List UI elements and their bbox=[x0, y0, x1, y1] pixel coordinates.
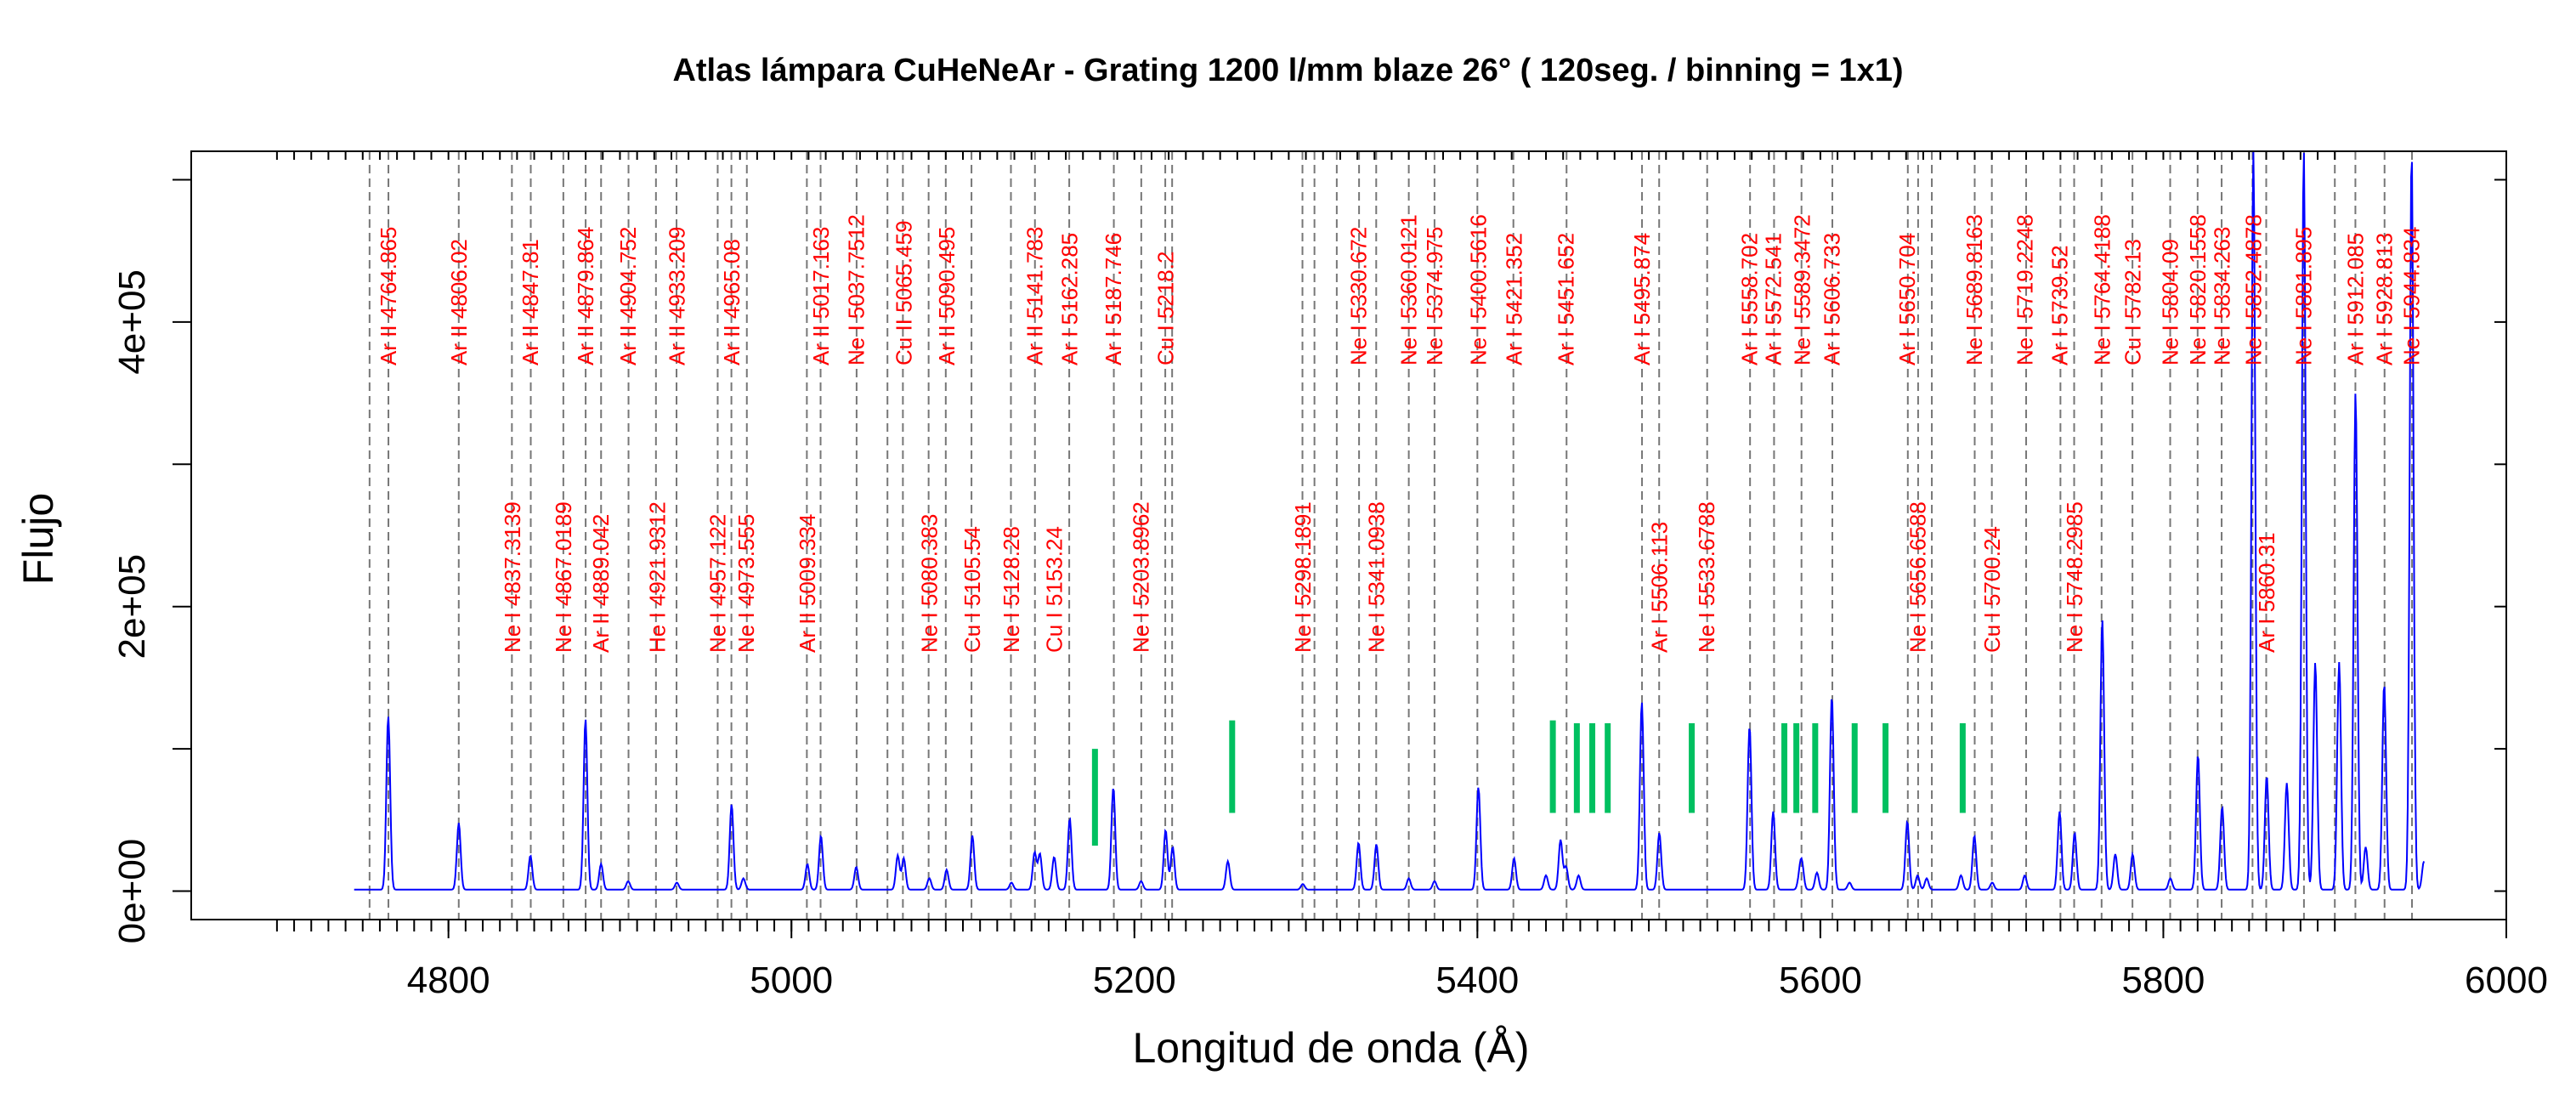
line-label-top: Ne I 5944.834 bbox=[2399, 227, 2425, 365]
line-label-bottom: Ar II 5009.334 bbox=[795, 514, 820, 653]
line-label-bottom: Ne I 4957.122 bbox=[705, 514, 731, 653]
line-label-top: Ar I 5912.085 bbox=[2343, 233, 2369, 365]
x-tick-label: 5600 bbox=[1779, 960, 1862, 1001]
line-label-bottom: Ne I 5656.6588 bbox=[1905, 501, 1930, 653]
x-tick-label: 5200 bbox=[1093, 960, 1176, 1001]
line-label-top: Ar I 5928.813 bbox=[2371, 233, 2397, 365]
y-tick-label: 0e+00 bbox=[111, 839, 153, 944]
line-label-top: Ne I 5852.4878 bbox=[2240, 214, 2266, 365]
line-label-top: Ne I 5881.895 bbox=[2291, 227, 2317, 365]
line-label-top: Ar II 4847.81 bbox=[518, 239, 543, 365]
line-label-bottom: Ne I 5341.0938 bbox=[1363, 501, 1389, 653]
line-label-top: Ne I 5360.0121 bbox=[1396, 214, 1422, 365]
line-label-top: Cu I 5218.2 bbox=[1153, 252, 1179, 365]
line-label-bottom: Cu I 5105.54 bbox=[960, 526, 985, 653]
line-label-top: Ar II 4904.752 bbox=[615, 227, 641, 365]
line-label-top: Ar II 4933.209 bbox=[664, 227, 689, 365]
spectrum-series bbox=[354, 150, 2426, 891]
line-label-bottom: Ne I 4837.3139 bbox=[500, 501, 525, 653]
line-label-bottom: Ne I 4973.555 bbox=[733, 514, 759, 653]
line-label-bottom: Ne I 5533.6788 bbox=[1694, 501, 1719, 653]
line-label-top: Ne I 5804.09 bbox=[2158, 239, 2183, 365]
line-label-bottom: Ne I 5203.8962 bbox=[1129, 501, 1154, 653]
line-label-top: Ne I 5400.5616 bbox=[1466, 214, 1492, 365]
line-labels: Ar II 4764.865 Ar II 4806.02 Ar II 4847.81… bbox=[376, 214, 2425, 653]
line-label-top: Ne I 5330.672 bbox=[1346, 227, 1372, 365]
line-label-bottom: Ar I 5860.31 bbox=[2254, 532, 2279, 653]
x-axis-title: Longitud de onda (Å) bbox=[1132, 1024, 1529, 1072]
line-label-bottom: Ne I 5748.2985 bbox=[2062, 501, 2087, 653]
line-label-top: Ar I 5187.746 bbox=[1101, 233, 1126, 365]
x-tick-label: 5000 bbox=[750, 960, 833, 1001]
line-label-top: Ar I 5650.704 bbox=[1894, 233, 1920, 365]
reference-lines bbox=[368, 151, 2414, 920]
line-label-top: Ar I 5162.285 bbox=[1057, 233, 1083, 365]
line-label-top: Ne I 5820.1558 bbox=[2185, 214, 2211, 365]
line-label-top: Ne I 5719.2248 bbox=[2012, 214, 2037, 365]
line-label-top: Ne I 5764.4188 bbox=[2090, 214, 2115, 365]
x-tick-label: 5400 bbox=[1435, 960, 1519, 1001]
line-label-top: Ar II 4806.02 bbox=[446, 239, 472, 365]
line-label-top: Ar II 5017.163 bbox=[808, 227, 834, 365]
line-label-top: Ar I 5558.702 bbox=[1737, 233, 1763, 365]
line-label-top: Ar I 5451.652 bbox=[1554, 233, 1579, 365]
line-label-bottom: Ne I 5128.28 bbox=[999, 526, 1024, 653]
x-tick-label: 4800 bbox=[407, 960, 490, 1001]
line-label-top: Ar I 5421.352 bbox=[1502, 233, 1527, 365]
line-label-top: Ar II 4965.08 bbox=[719, 239, 744, 365]
line-label-bottom: Ar I 5506.113 bbox=[1646, 522, 1672, 653]
line-label-bottom: Ne I 4867.0189 bbox=[551, 501, 576, 653]
line-label-top: Ne I 5589.3472 bbox=[1789, 214, 1815, 365]
line-label-top: Ar I 5606.733 bbox=[1819, 233, 1844, 365]
line-label-bottom: Ar II 4889.042 bbox=[588, 514, 614, 653]
line-label-top: Cu II 5065.459 bbox=[891, 220, 916, 365]
line-label-top: Ar II 5141.783 bbox=[1022, 227, 1047, 365]
line-label-top: Ar I 5739.52 bbox=[2047, 245, 2072, 365]
y-axis: 0e+00 2e+05 4e+05 bbox=[111, 178, 2506, 944]
x-tick-label: 5800 bbox=[2121, 960, 2205, 1001]
line-label-top: Ar II 4764.865 bbox=[376, 227, 401, 365]
line-label-bottom: Cu I 5153.24 bbox=[1041, 526, 1067, 653]
line-label-top: Ar II 4879.864 bbox=[573, 227, 598, 365]
y-axis-title: Flujo bbox=[14, 493, 62, 585]
line-label-bottom: Ne I 5080.383 bbox=[916, 514, 942, 653]
line-label-top: Ne I 5689.8163 bbox=[1962, 214, 1987, 365]
y-tick-label: 2e+05 bbox=[111, 554, 153, 660]
line-label-top: Ar I 5495.874 bbox=[1629, 233, 1655, 365]
y-tick-label: 4e+05 bbox=[111, 269, 153, 375]
line-label-top: Ne I 5037.7512 bbox=[843, 214, 869, 365]
line-label-bottom: He I 4921.9312 bbox=[645, 501, 671, 653]
line-label-top: Ne I 5374.975 bbox=[1422, 227, 1447, 365]
x-axis: 4800 5000 5200 5400 5600 5800 6000 bbox=[275, 151, 2548, 1001]
line-label-top: Ar II 5090.495 bbox=[934, 227, 960, 365]
line-label-bottom: Ne I 5298.1891 bbox=[1290, 501, 1316, 653]
green-markers bbox=[1091, 720, 1966, 846]
line-label-top: Ar I 5572.541 bbox=[1760, 233, 1786, 365]
line-label-bottom: Cu I 5700.24 bbox=[1979, 526, 2005, 653]
x-tick-label: 6000 bbox=[2465, 960, 2548, 1001]
line-label-top: Cu I 5782.13 bbox=[2120, 239, 2145, 365]
chart-title: Atlas lámpara CuHeNeAr - Grating 1200 l/… bbox=[672, 53, 1904, 88]
line-label-top: Ne I 5834.263 bbox=[2210, 227, 2235, 365]
spectrum-line bbox=[354, 150, 2426, 891]
